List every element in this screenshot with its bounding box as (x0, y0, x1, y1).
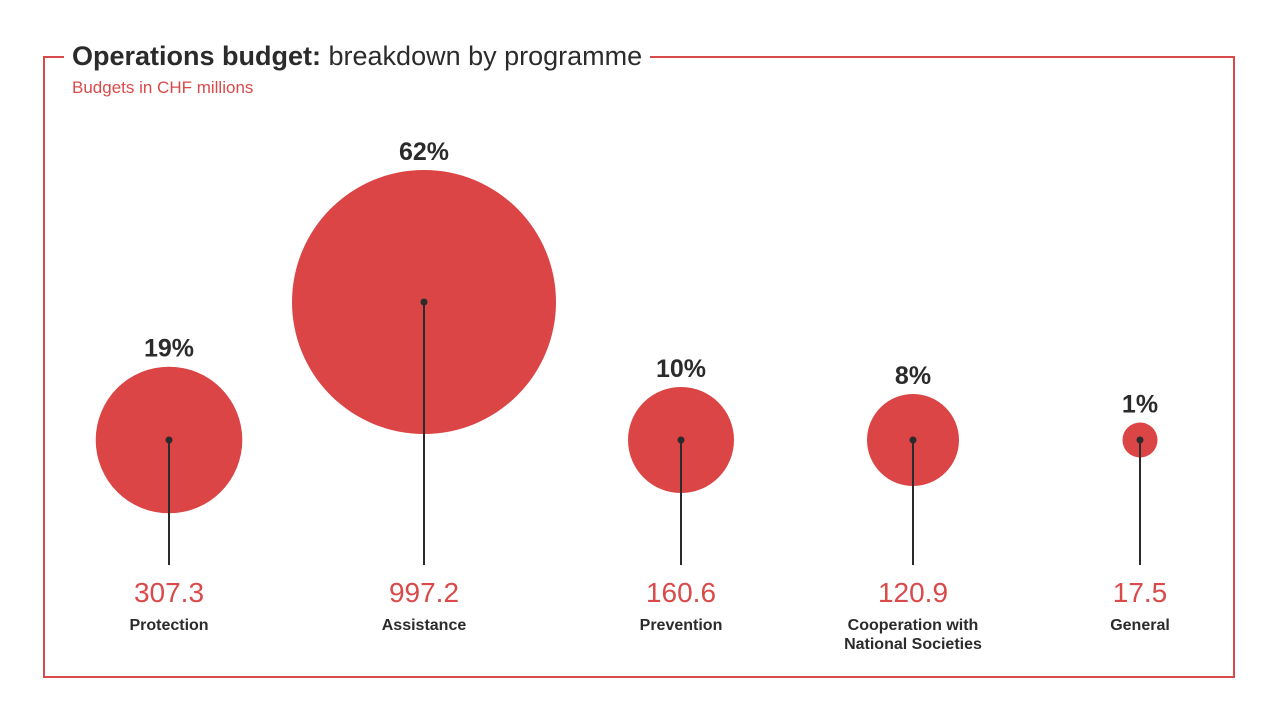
value-label-protection: 307.3 (134, 577, 204, 608)
category-label-prevention: Prevention (640, 617, 723, 634)
center-dot-assistance (420, 298, 428, 306)
value-label-general: 17.5 (1113, 577, 1168, 608)
category-label-general: General (1110, 617, 1170, 634)
chart-title: Operations budget: breakdown by programm… (64, 36, 651, 76)
percent-label-general: 1% (1122, 391, 1158, 419)
category-label-protection: Protection (129, 617, 208, 634)
bubble-group-cooperation-with-national-societies: 8% 120.9 Cooperation with National Societie… (844, 362, 982, 653)
category-label-cooperation-with-national-societies-line-1: Cooperation with (848, 617, 979, 634)
category-label-assistance: Assistance (382, 617, 467, 634)
bubble-group-prevention: 10% 160.6 Prevention (628, 355, 734, 634)
bubble-group-protection: 19% 307.3 Protection (95, 335, 243, 634)
center-dot-general (1136, 436, 1144, 444)
percent-label-assistance: 62% (399, 138, 449, 166)
center-dot-prevention (677, 436, 685, 444)
value-label-cooperation-with-national-societies: 120.9 (878, 577, 948, 608)
chart-subtitle: Budgets in CHF millions (72, 78, 254, 97)
percent-label-protection: 19% (144, 335, 194, 363)
center-dot-protection (165, 436, 173, 444)
center-dot-cooperation-with-national-societies (909, 436, 917, 444)
percent-label-cooperation-with-national-societies: 8% (895, 362, 931, 390)
category-label-cooperation-with-national-societies-line-2: National Societies (844, 636, 982, 653)
chart-title-bold: Operations budget: (72, 41, 321, 71)
value-label-assistance: 997.2 (389, 577, 459, 608)
percent-label-prevention: 10% (656, 355, 706, 383)
bubble-group-assistance: 62% 997.2 Assistance (292, 138, 556, 634)
chart-title-rest: breakdown by programme (328, 41, 643, 71)
bubble-group-general: 1% 17.5 General (1110, 391, 1170, 635)
value-label-prevention: 160.6 (646, 577, 716, 608)
